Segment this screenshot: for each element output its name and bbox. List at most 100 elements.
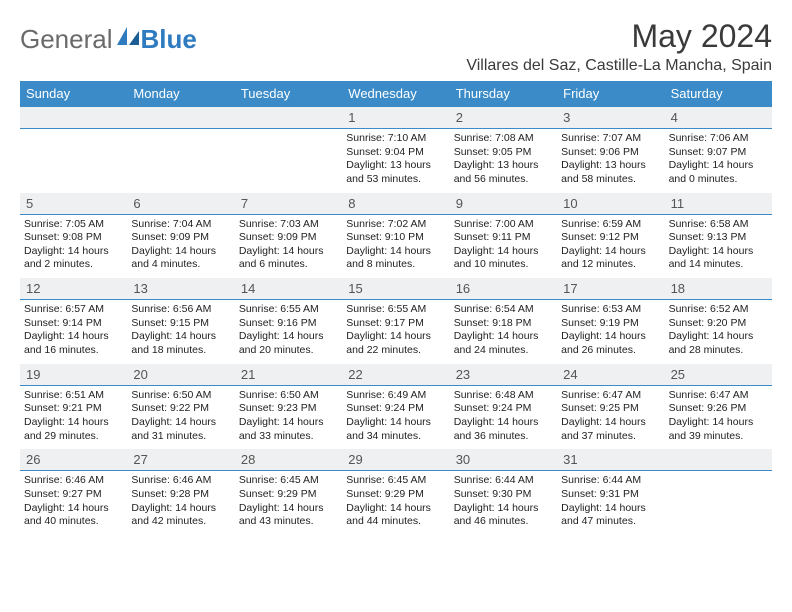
daylight-text: Daylight: 14 hours and 29 minutes. (24, 416, 123, 443)
day-cell: Sunrise: 7:04 AMSunset: 9:09 PMDaylight:… (127, 215, 234, 279)
week-row: Sunrise: 7:05 AMSunset: 9:08 PMDaylight:… (20, 215, 772, 279)
sunset-text: Sunset: 9:07 PM (669, 146, 768, 160)
sunrise-text: Sunrise: 6:50 AM (239, 389, 338, 403)
day-cell: Sunrise: 6:50 AMSunset: 9:23 PMDaylight:… (235, 386, 342, 450)
sunrise-text: Sunrise: 6:54 AM (454, 303, 553, 317)
day-cell: Sunrise: 6:50 AMSunset: 9:22 PMDaylight:… (127, 386, 234, 450)
sunset-text: Sunset: 9:17 PM (346, 317, 445, 331)
day-cell: Sunrise: 6:45 AMSunset: 9:29 PMDaylight:… (235, 471, 342, 535)
sunrise-text: Sunrise: 6:55 AM (239, 303, 338, 317)
day-number: 11 (665, 193, 772, 214)
sunset-text: Sunset: 9:29 PM (346, 488, 445, 502)
sunset-text: Sunset: 9:30 PM (454, 488, 553, 502)
sunset-text: Sunset: 9:04 PM (346, 146, 445, 160)
day-number: 27 (127, 449, 234, 470)
day-number: 21 (235, 364, 342, 385)
logo: General Blue (20, 18, 197, 55)
sunset-text: Sunset: 9:31 PM (561, 488, 660, 502)
daynum-row: 262728293031 (20, 449, 772, 471)
sunrise-text: Sunrise: 7:00 AM (454, 218, 553, 232)
daylight-text: Daylight: 14 hours and 10 minutes. (454, 245, 553, 272)
day-cell: Sunrise: 6:46 AMSunset: 9:27 PMDaylight:… (20, 471, 127, 535)
day-cell: Sunrise: 7:08 AMSunset: 9:05 PMDaylight:… (450, 129, 557, 193)
day-cell (127, 129, 234, 193)
sunset-text: Sunset: 9:14 PM (24, 317, 123, 331)
daynum-row: 12131415161718 (20, 278, 772, 300)
day-cell: Sunrise: 6:48 AMSunset: 9:24 PMDaylight:… (450, 386, 557, 450)
day-cell: Sunrise: 6:44 AMSunset: 9:30 PMDaylight:… (450, 471, 557, 535)
day-number: 1 (342, 107, 449, 128)
daylight-text: Daylight: 14 hours and 40 minutes. (24, 502, 123, 529)
day-cell: Sunrise: 6:58 AMSunset: 9:13 PMDaylight:… (665, 215, 772, 279)
daylight-text: Daylight: 14 hours and 36 minutes. (454, 416, 553, 443)
day-number: 6 (127, 193, 234, 214)
day-number: 28 (235, 449, 342, 470)
sunset-text: Sunset: 9:29 PM (239, 488, 338, 502)
daylight-text: Daylight: 14 hours and 46 minutes. (454, 502, 553, 529)
sunset-text: Sunset: 9:09 PM (239, 231, 338, 245)
day-number: 4 (665, 107, 772, 128)
day-number: 13 (127, 278, 234, 299)
day-cell (20, 129, 127, 193)
daylight-text: Daylight: 13 hours and 53 minutes. (346, 159, 445, 186)
day-header-cell: Monday (127, 81, 234, 106)
daylight-text: Daylight: 14 hours and 44 minutes. (346, 502, 445, 529)
daynum-row: 19202122232425 (20, 364, 772, 386)
sunrise-text: Sunrise: 7:03 AM (239, 218, 338, 232)
week-row: Sunrise: 7:10 AMSunset: 9:04 PMDaylight:… (20, 129, 772, 193)
sunset-text: Sunset: 9:11 PM (454, 231, 553, 245)
sunrise-text: Sunrise: 6:47 AM (561, 389, 660, 403)
sunset-text: Sunset: 9:12 PM (561, 231, 660, 245)
calendar: SundayMondayTuesdayWednesdayThursdayFrid… (20, 81, 772, 535)
daylight-text: Daylight: 14 hours and 20 minutes. (239, 330, 338, 357)
day-number: 26 (20, 449, 127, 470)
sunrise-text: Sunrise: 7:05 AM (24, 218, 123, 232)
sunrise-text: Sunrise: 7:10 AM (346, 132, 445, 146)
day-number (235, 107, 342, 128)
sunrise-text: Sunrise: 6:49 AM (346, 389, 445, 403)
sunset-text: Sunset: 9:22 PM (131, 402, 230, 416)
daylight-text: Daylight: 14 hours and 16 minutes. (24, 330, 123, 357)
day-number: 22 (342, 364, 449, 385)
day-cell: Sunrise: 7:00 AMSunset: 9:11 PMDaylight:… (450, 215, 557, 279)
day-cell: Sunrise: 7:07 AMSunset: 9:06 PMDaylight:… (557, 129, 664, 193)
daylight-text: Daylight: 14 hours and 22 minutes. (346, 330, 445, 357)
day-cell: Sunrise: 6:55 AMSunset: 9:16 PMDaylight:… (235, 300, 342, 364)
daylight-text: Daylight: 14 hours and 2 minutes. (24, 245, 123, 272)
daylight-text: Daylight: 14 hours and 33 minutes. (239, 416, 338, 443)
day-number (20, 107, 127, 128)
day-number: 16 (450, 278, 557, 299)
sunset-text: Sunset: 9:20 PM (669, 317, 768, 331)
day-header-cell: Tuesday (235, 81, 342, 106)
sunrise-text: Sunrise: 6:57 AM (24, 303, 123, 317)
day-cell: Sunrise: 7:03 AMSunset: 9:09 PMDaylight:… (235, 215, 342, 279)
daylight-text: Daylight: 14 hours and 43 minutes. (239, 502, 338, 529)
day-number: 19 (20, 364, 127, 385)
day-cell: Sunrise: 6:59 AMSunset: 9:12 PMDaylight:… (557, 215, 664, 279)
sunset-text: Sunset: 9:16 PM (239, 317, 338, 331)
day-number: 12 (20, 278, 127, 299)
daylight-text: Daylight: 13 hours and 56 minutes. (454, 159, 553, 186)
sunrise-text: Sunrise: 6:50 AM (131, 389, 230, 403)
day-cell: Sunrise: 7:02 AMSunset: 9:10 PMDaylight:… (342, 215, 449, 279)
day-cell (235, 129, 342, 193)
sunset-text: Sunset: 9:10 PM (346, 231, 445, 245)
sunrise-text: Sunrise: 6:48 AM (454, 389, 553, 403)
day-number: 17 (557, 278, 664, 299)
daylight-text: Daylight: 14 hours and 18 minutes. (131, 330, 230, 357)
sunset-text: Sunset: 9:24 PM (454, 402, 553, 416)
sunrise-text: Sunrise: 7:08 AM (454, 132, 553, 146)
day-number (127, 107, 234, 128)
sunset-text: Sunset: 9:21 PM (24, 402, 123, 416)
day-number: 25 (665, 364, 772, 385)
daylight-text: Daylight: 14 hours and 0 minutes. (669, 159, 768, 186)
sunset-text: Sunset: 9:19 PM (561, 317, 660, 331)
day-cell: Sunrise: 6:51 AMSunset: 9:21 PMDaylight:… (20, 386, 127, 450)
sunrise-text: Sunrise: 6:46 AM (24, 474, 123, 488)
day-number: 24 (557, 364, 664, 385)
day-cell: Sunrise: 6:55 AMSunset: 9:17 PMDaylight:… (342, 300, 449, 364)
day-header-cell: Saturday (665, 81, 772, 106)
day-cell: Sunrise: 6:47 AMSunset: 9:26 PMDaylight:… (665, 386, 772, 450)
day-number: 2 (450, 107, 557, 128)
weeks-container: 1234Sunrise: 7:10 AMSunset: 9:04 PMDayli… (20, 106, 772, 535)
